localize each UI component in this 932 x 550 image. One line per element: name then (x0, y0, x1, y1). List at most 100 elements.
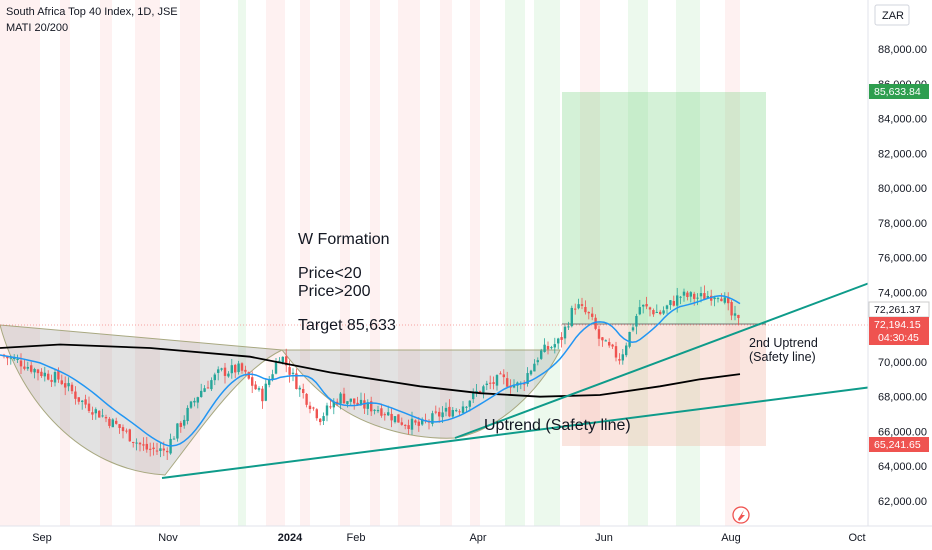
stop-price-badge: 65,241.65 (869, 437, 929, 452)
candle-body (383, 414, 386, 416)
candle-body (274, 361, 278, 374)
candle-body (135, 442, 138, 444)
candle-body (315, 409, 318, 419)
candle-body (625, 345, 628, 356)
candle-body (421, 419, 424, 425)
candle-body (26, 366, 29, 369)
candle-body (713, 297, 716, 300)
candle-body (672, 301, 675, 306)
candle-body (451, 410, 454, 417)
candle-body (108, 418, 111, 426)
candle-body (298, 387, 301, 390)
candle-body (74, 391, 77, 399)
last-close-badge: 72,261.37 (868, 301, 930, 318)
candle-body (261, 388, 264, 402)
candle-body (234, 364, 237, 373)
current-price-text: 72,194.15 (874, 319, 921, 331)
background-band (725, 0, 740, 526)
candle-body (359, 399, 363, 405)
target-price-text: 85,633.84 (874, 86, 921, 98)
candle-body (36, 369, 40, 374)
candle-body (281, 356, 284, 363)
candle-body (363, 400, 366, 409)
candle-body (662, 310, 665, 314)
candle-body (478, 391, 482, 393)
candle-body (220, 368, 223, 370)
candle-body (645, 304, 648, 307)
y-tick-label: 70,000.00 (878, 357, 927, 369)
ma200-line (0, 343, 741, 398)
candle-body (404, 424, 407, 426)
candle-body (587, 312, 590, 314)
candle-body (145, 443, 148, 450)
event-flame-icon[interactable] (732, 506, 750, 524)
candle-body (251, 377, 254, 386)
candle-body (628, 331, 631, 347)
candle-body (710, 295, 713, 301)
candle-body (196, 397, 199, 403)
candle-body (376, 409, 380, 412)
candle-body (213, 374, 216, 381)
candle-body (332, 401, 335, 408)
candle-body (162, 448, 165, 451)
candle-body (414, 420, 417, 423)
candle-body (614, 346, 618, 358)
candle-body (373, 409, 376, 411)
price-axis-frame (874, 4, 910, 26)
candle-body (240, 363, 244, 371)
x-tick-label: Sep (32, 532, 52, 544)
candle-body (125, 430, 128, 432)
candle-body (730, 301, 733, 316)
background-band (676, 0, 700, 526)
candle-body (254, 384, 257, 390)
second-uptrend-label-1: 2nd Uptrend (749, 336, 818, 350)
candle-body (461, 406, 465, 413)
candle-body (703, 293, 706, 300)
candle-body (482, 386, 485, 393)
y-tick-label: 84,000.00 (878, 114, 927, 126)
target-zone (562, 92, 766, 324)
candle-body (523, 383, 526, 385)
candle-body (407, 425, 410, 430)
candle-body (84, 399, 87, 405)
candle-body (410, 418, 414, 430)
candle-body (380, 408, 383, 416)
chart-title: South Africa Top 40 Index, 1D, JSE (6, 6, 178, 18)
candle-body (431, 413, 434, 424)
candle-body (264, 383, 267, 401)
candle-body (152, 447, 155, 450)
candle-body (577, 304, 580, 309)
y-tick-label: 80,000.00 (878, 183, 927, 195)
candle-body (64, 383, 67, 388)
candle-body (138, 442, 142, 445)
candle-body (485, 383, 488, 386)
candle-body (101, 415, 104, 417)
candle-body (179, 422, 182, 428)
candle-body (91, 412, 94, 415)
background-band (470, 0, 480, 526)
condition-1-label: Price<20 (298, 265, 362, 282)
y-tick-label: 74,000.00 (878, 287, 927, 299)
candle-body (193, 400, 196, 403)
candle-body (536, 360, 539, 363)
candle-body (594, 317, 597, 329)
candle-body (679, 296, 682, 298)
second-uptrend-label-2: (Safety line) (749, 350, 816, 364)
candle-body (727, 297, 730, 304)
candle-body (257, 388, 261, 390)
candle-body (563, 326, 567, 339)
candle-body (533, 363, 536, 372)
y-axis-ticks: 88,000.0086,000.0084,000.0082,000.0080,0… (878, 44, 927, 508)
w-formation-label: W Formation (298, 231, 390, 248)
candle-body (648, 307, 652, 310)
candle-body (53, 372, 57, 383)
candle-body (183, 419, 186, 426)
time-axis[interactable] (0, 526, 868, 550)
x-tick-label: Aug (721, 532, 741, 544)
background-band (100, 0, 112, 526)
candle-body (540, 350, 543, 359)
candle-body (295, 373, 298, 390)
candle-body (47, 373, 50, 380)
x-tick-label: Apr (469, 532, 486, 544)
y-tick-label: 66,000.00 (878, 426, 927, 438)
